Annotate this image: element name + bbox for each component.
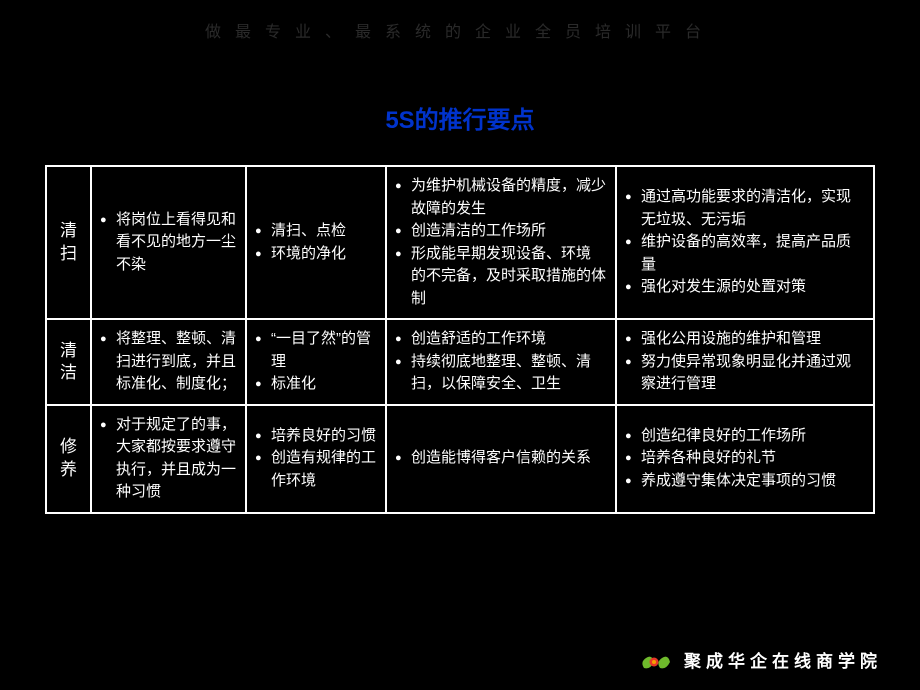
list-item: 创造清洁的工作场所 bbox=[395, 220, 607, 243]
list-item: 持续彻底地整理、整顿、清扫，以保障安全、卫生 bbox=[395, 351, 607, 396]
list-item: 创造能博得客户信赖的关系 bbox=[395, 447, 607, 470]
footer-text: 聚成华企在线商学院 bbox=[684, 647, 882, 672]
bullet-list: 将整理、整顿、清扫进行到底，并且标准化、制度化； bbox=[100, 328, 237, 396]
table-row: 清扫将岗位上看得见和看不见的地方一尘不染清扫、点检环境的净化为维护机械设备的精度… bbox=[46, 166, 874, 319]
list-item: 将岗位上看得见和看不见的地方一尘不染 bbox=[100, 209, 237, 277]
list-item: 为维护机械设备的精度，减少故障的发生 bbox=[395, 175, 607, 220]
row-head: 清洁 bbox=[46, 319, 91, 405]
list-item: 培养良好的习惯 bbox=[255, 425, 377, 448]
cell: 为维护机械设备的精度，减少故障的发生创造清洁的工作场所形成能早期发现设备、环境 … bbox=[386, 166, 616, 319]
bullet-list: 通过高功能要求的清洁化，实现无垃圾、无污垢维护设备的高效率，提高产品质量强化对发… bbox=[625, 186, 865, 299]
bullet-list: 创造舒适的工作环境持续彻底地整理、整顿、清扫，以保障安全、卫生 bbox=[395, 328, 607, 396]
cell: 创造舒适的工作环境持续彻底地整理、整顿、清扫，以保障安全、卫生 bbox=[386, 319, 616, 405]
list-item: 创造纪律良好的工作场所 bbox=[625, 425, 865, 448]
list-item: 对于规定了的事，大家都按要求遵守执行，并且成为一种习惯 bbox=[100, 414, 237, 504]
list-item: 创造舒适的工作环境 bbox=[395, 328, 607, 351]
cell: 培养良好的习惯创造有规律的工作环境 bbox=[246, 405, 386, 513]
page-title: 5S的推行要点 bbox=[0, 100, 920, 135]
logo-icon bbox=[640, 648, 676, 672]
bullet-list: 将岗位上看得见和看不见的地方一尘不染 bbox=[100, 209, 237, 277]
list-item: 养成遵守集体决定事项的习惯 bbox=[625, 470, 865, 493]
bullet-list: 创造能博得客户信赖的关系 bbox=[395, 447, 607, 470]
list-item: 清扫、点检 bbox=[255, 220, 377, 243]
row-head: 修养 bbox=[46, 405, 91, 513]
cell: 创造纪律良好的工作场所培养各种良好的礼节养成遵守集体决定事项的习惯 bbox=[616, 405, 874, 513]
list-item: 创造有规律的工作环境 bbox=[255, 447, 377, 492]
list-item: 形成能早期发现设备、环境 的不完备，及时采取措施的体制 bbox=[395, 243, 607, 311]
cell: 清扫、点检环境的净化 bbox=[246, 166, 386, 319]
cell: 将整理、整顿、清扫进行到底，并且标准化、制度化； bbox=[91, 319, 246, 405]
list-item: 将整理、整顿、清扫进行到底，并且标准化、制度化； bbox=[100, 328, 237, 396]
header-banner: 做最专业、最系统的企业全员培训平台 bbox=[0, 0, 920, 50]
footer: 聚成华企在线商学院 bbox=[640, 647, 882, 672]
bullet-list: 创造纪律良好的工作场所培养各种良好的礼节养成遵守集体决定事项的习惯 bbox=[625, 425, 865, 493]
list-item: 通过高功能要求的清洁化，实现无垃圾、无污垢 bbox=[625, 186, 865, 231]
cell: 强化公用设施的维护和管理努力使异常现象明显化并通过观察进行管理 bbox=[616, 319, 874, 405]
bullet-list: 强化公用设施的维护和管理努力使异常现象明显化并通过观察进行管理 bbox=[625, 328, 865, 396]
bullet-list: 培养良好的习惯创造有规律的工作环境 bbox=[255, 425, 377, 493]
row-head: 清扫 bbox=[46, 166, 91, 319]
cell: 创造能博得客户信赖的关系 bbox=[386, 405, 616, 513]
content-table: 清扫将岗位上看得见和看不见的地方一尘不染清扫、点检环境的净化为维护机械设备的精度… bbox=[45, 165, 875, 514]
list-item: 标准化 bbox=[255, 373, 377, 396]
cell: 通过高功能要求的清洁化，实现无垃圾、无污垢维护设备的高效率，提高产品质量强化对发… bbox=[616, 166, 874, 319]
list-item: 培养各种良好的礼节 bbox=[625, 447, 865, 470]
table-row: 修养对于规定了的事，大家都按要求遵守执行，并且成为一种习惯培养良好的习惯创造有规… bbox=[46, 405, 874, 513]
bullet-list: 为维护机械设备的精度，减少故障的发生创造清洁的工作场所形成能早期发现设备、环境 … bbox=[395, 175, 607, 310]
list-item: 维护设备的高效率，提高产品质量 bbox=[625, 231, 865, 276]
cell: “一目了然”的管理标准化 bbox=[246, 319, 386, 405]
list-item: 强化公用设施的维护和管理 bbox=[625, 328, 865, 351]
cell: 对于规定了的事，大家都按要求遵守执行，并且成为一种习惯 bbox=[91, 405, 246, 513]
bullet-list: “一目了然”的管理标准化 bbox=[255, 328, 377, 396]
table-container: 清扫将岗位上看得见和看不见的地方一尘不染清扫、点检环境的净化为维护机械设备的精度… bbox=[45, 165, 875, 514]
list-item: 环境的净化 bbox=[255, 243, 377, 266]
table-row: 清洁将整理、整顿、清扫进行到底，并且标准化、制度化； “一目了然”的管理标准化创造… bbox=[46, 319, 874, 405]
bullet-list: 清扫、点检环境的净化 bbox=[255, 220, 377, 265]
list-item: 努力使异常现象明显化并通过观察进行管理 bbox=[625, 351, 865, 396]
bullet-list: 对于规定了的事，大家都按要求遵守执行，并且成为一种习惯 bbox=[100, 414, 237, 504]
list-item: “一目了然”的管理 bbox=[255, 328, 377, 373]
cell: 将岗位上看得见和看不见的地方一尘不染 bbox=[91, 166, 246, 319]
list-item: 强化对发生源的处置对策 bbox=[625, 276, 865, 299]
